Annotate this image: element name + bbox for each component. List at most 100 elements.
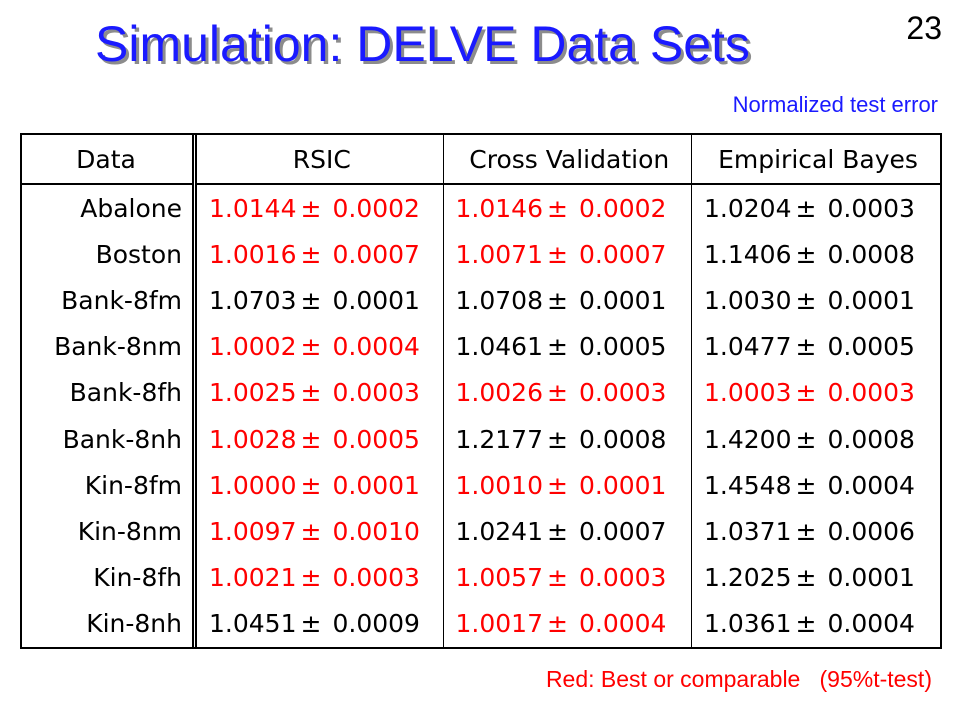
mean-value: 1.0026 — [455, 378, 543, 408]
plus-minus-symbol: ± — [546, 516, 568, 546]
page-number: 23 — [906, 10, 942, 46]
plus-minus-symbol: ± — [546, 563, 568, 593]
result-cell: 1.2025 ±0.0001 — [692, 555, 941, 601]
error-value: 0.0005 — [332, 424, 420, 454]
plus-minus-symbol: ± — [300, 563, 322, 593]
error-value: 0.0001 — [578, 470, 667, 500]
dataset-name: Abalone — [22, 184, 197, 232]
result-cell: 1.0000 ±0.0001 — [194, 462, 444, 509]
result-cell: 1.0371 ±0.0006 — [692, 508, 941, 554]
result-cell: 1.0703 ±0.0001 — [194, 277, 444, 324]
result-cell: 1.0477 ±0.0005 — [692, 324, 941, 370]
result-cell: 1.0241 ±0.0007 — [443, 508, 692, 555]
result-cell: 1.0017 ±0.0004 — [443, 600, 692, 647]
results-table: Data RSIC Cross Validation Empirical Bay… — [20, 133, 942, 649]
header-cross-validation: Cross Validation — [443, 135, 692, 185]
plus-minus-symbol: ± — [546, 609, 568, 639]
error-value: 0.0002 — [332, 193, 420, 223]
plus-minus-symbol: ± — [546, 285, 568, 315]
mean-value: 1.0708 — [455, 285, 543, 315]
plus-minus-symbol: ± — [300, 239, 322, 269]
mean-value: 1.0028 — [209, 424, 297, 454]
error-value: 0.0004 — [827, 470, 915, 500]
mean-value: 1.0361 — [704, 609, 792, 639]
plus-minus-symbol: ± — [300, 424, 322, 454]
table-row: Kin-8nh 1.0451 ±0.0009 1.0017 ±0.0004 1.0361 ±… — [22, 600, 941, 647]
result-cell: 1.0021 ±0.0003 — [194, 554, 444, 601]
table-row: Kin-8fh 1.0021 ±0.0003 1.0057 ±0.0003 1.2025 ±… — [22, 554, 941, 601]
error-value: 0.0010 — [332, 516, 420, 546]
mean-value: 1.0477 — [704, 332, 792, 362]
dataset-name: Bank-8fh — [22, 369, 197, 416]
slide-title: Simulation: DELVE Data Sets — [95, 16, 750, 72]
mean-value: 1.0071 — [455, 239, 543, 269]
table-caption: Normalized test error — [732, 92, 938, 117]
mean-value: 1.4548 — [704, 470, 792, 500]
plus-minus-symbol: ± — [795, 378, 817, 408]
result-cell: 1.0451 ±0.0009 — [194, 600, 444, 647]
plus-minus-symbol: ± — [300, 378, 322, 408]
result-cell: 1.0057 ±0.0003 — [443, 554, 692, 601]
result-cell: 1.4200 ±0.0008 — [692, 416, 941, 462]
mean-value: 1.1406 — [704, 239, 792, 269]
result-cell: 1.0071 ±0.0007 — [443, 231, 692, 278]
error-value: 0.0003 — [578, 378, 667, 408]
result-cell: 1.0002 ±0.0004 — [194, 323, 444, 370]
result-cell: 1.2177 ±0.0008 — [443, 415, 692, 463]
dataset-name: Kin-8fh — [22, 554, 197, 601]
dataset-name: Kin-8fm — [22, 462, 197, 509]
header-data: Data — [22, 135, 197, 185]
table-body: Abalone 1.0144 ±0.0002 1.0146 ±0.0002 1.0204 ±… — [22, 184, 940, 647]
header-rsic: RSIC — [194, 135, 444, 185]
mean-value: 1.0010 — [455, 470, 543, 500]
dataset-name: Bank-8nm — [22, 323, 197, 370]
error-value: 0.0009 — [332, 609, 420, 639]
table-row: Boston 1.0016 ±0.0007 1.0071 ±0.0007 1.1406 ±0… — [22, 231, 941, 278]
mean-value: 1.0241 — [455, 516, 543, 546]
result-cell: 1.0097 ±0.0010 — [194, 508, 444, 555]
error-value: 0.0008 — [827, 239, 915, 269]
mean-value: 1.0002 — [209, 332, 297, 362]
error-value: 0.0001 — [578, 285, 667, 315]
table-row: Kin-8nm 1.0097 ±0.0010 1.0241 ±0.0007 1.0371 ±… — [22, 508, 941, 555]
error-value: 0.0004 — [578, 609, 667, 639]
plus-minus-symbol: ± — [795, 470, 817, 500]
plus-minus-symbol: ± — [300, 332, 322, 362]
error-value: 0.0008 — [827, 424, 915, 454]
result-cell: 1.0708 ±0.0001 — [443, 277, 692, 324]
error-value: 0.0004 — [332, 332, 420, 362]
mean-value: 1.0097 — [209, 516, 297, 546]
error-value: 0.0001 — [827, 563, 915, 593]
dataset-name: Bank-8nh — [22, 415, 197, 463]
table-row: Bank-8nm 1.0002 ±0.0004 1.0461 ±0.0005 1.0477… — [22, 323, 941, 370]
mean-value: 1.2177 — [455, 424, 543, 454]
mean-value: 1.0017 — [455, 609, 543, 639]
result-cell: 1.1406 ±0.0008 — [692, 231, 941, 277]
table-row: Kin-8fm 1.0000 ±0.0001 1.0010 ±0.0001 1.4548 ±… — [22, 462, 940, 509]
error-value: 0.0004 — [827, 609, 915, 639]
result-cell: 1.0030 ±0.0001 — [692, 277, 941, 323]
header-empirical-bayes: Empirical Bayes — [691, 135, 940, 185]
error-value: 0.0007 — [332, 239, 420, 269]
mean-value: 1.0144 — [209, 193, 297, 223]
result-cell: 1.0003 ±0.0003 — [692, 370, 941, 416]
mean-value: 1.0371 — [704, 516, 792, 546]
plus-minus-symbol: ± — [795, 239, 817, 269]
result-cell: 1.0010 ±0.0001 — [443, 462, 692, 509]
error-value: 0.0007 — [578, 239, 667, 269]
error-value: 0.0001 — [332, 470, 420, 500]
mean-value: 1.0703 — [209, 285, 297, 315]
plus-minus-symbol: ± — [300, 193, 322, 223]
plus-minus-symbol: ± — [546, 332, 568, 362]
plus-minus-symbol: ± — [795, 609, 817, 639]
plus-minus-symbol: ± — [300, 470, 322, 500]
result-cell: 1.0026 ±0.0003 — [443, 369, 692, 416]
plus-minus-symbol: ± — [795, 424, 817, 454]
plus-minus-symbol: ± — [795, 563, 817, 593]
error-value: 0.0003 — [332, 378, 420, 408]
plus-minus-symbol: ± — [300, 609, 322, 639]
mean-value: 1.0003 — [704, 378, 792, 408]
table-row: Abalone 1.0144 ±0.0002 1.0146 ±0.0002 1.0204 ±… — [22, 184, 940, 232]
mean-value: 1.0146 — [455, 193, 543, 223]
result-cell: 1.0361 ±0.0004 — [692, 601, 941, 647]
